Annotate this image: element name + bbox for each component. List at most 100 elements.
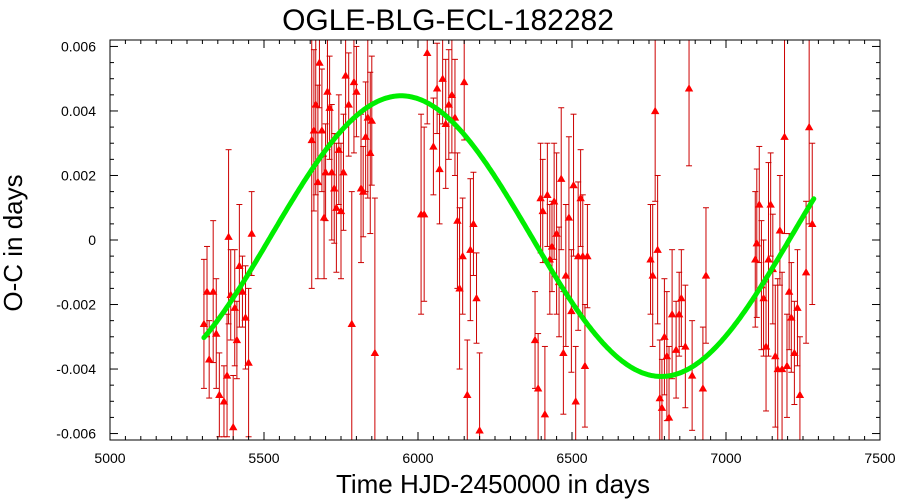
data-point	[530, 335, 540, 344]
data-point	[235, 261, 244, 269]
data-point	[438, 74, 447, 82]
data-point	[787, 313, 796, 321]
data-point	[771, 351, 780, 360]
axis-ticks	[109, 40, 881, 440]
data-point	[447, 90, 457, 98]
data-point	[429, 142, 438, 150]
data-point	[576, 193, 585, 202]
data-point	[681, 342, 690, 350]
data-point	[215, 390, 224, 398]
x-tick-label: 7000	[710, 450, 741, 466]
data-point-layer	[199, 48, 817, 434]
data-point	[674, 309, 684, 318]
data-point	[344, 100, 353, 108]
data-point	[650, 106, 660, 115]
data-point	[793, 303, 802, 311]
x-tick-label: 5500	[248, 450, 279, 466]
data-point	[441, 119, 450, 128]
data-point	[655, 393, 664, 402]
data-point	[212, 329, 221, 337]
data-point	[667, 309, 677, 318]
data-point	[244, 358, 253, 366]
data-point	[536, 193, 545, 202]
data-point	[549, 197, 559, 205]
data-point	[361, 132, 370, 140]
x-tick-label: 6500	[556, 450, 587, 466]
data-point	[363, 113, 372, 121]
data-point	[455, 284, 464, 292]
data-point	[472, 293, 481, 302]
data-point	[808, 219, 817, 228]
data-point	[347, 319, 356, 328]
data-point	[334, 145, 344, 153]
data-point	[543, 190, 552, 198]
data-point	[671, 345, 681, 353]
data-point	[701, 271, 711, 279]
data-point	[336, 206, 346, 215]
data-point	[230, 303, 239, 311]
data-point	[559, 348, 568, 357]
data-point	[321, 168, 330, 176]
data-point	[684, 84, 694, 92]
data-point	[780, 132, 789, 140]
data-point	[309, 126, 319, 134]
data-point	[327, 168, 336, 176]
data-point	[580, 361, 590, 369]
data-point	[238, 287, 247, 295]
data-point	[463, 390, 472, 398]
y-tick-labels: -0.006 -0.004 -0.002 0 0.002 0.004 0.006	[56, 38, 96, 441]
data-point	[469, 219, 478, 228]
data-point	[370, 348, 380, 357]
data-point	[775, 226, 785, 234]
data-point	[759, 293, 768, 302]
data-point	[648, 271, 657, 279]
data-point	[657, 403, 667, 411]
data-point	[219, 397, 229, 405]
data-point	[458, 251, 467, 260]
data-point	[332, 203, 341, 211]
data-point	[199, 319, 209, 328]
data-point	[547, 242, 557, 250]
data-point	[317, 126, 327, 134]
data-point	[341, 71, 350, 79]
data-point	[444, 100, 453, 108]
x-tick-labels: 5000 5500 6000 6500 7000 7500	[94, 450, 895, 466]
data-point	[367, 116, 376, 124]
chart-title: OGLE-BLG-ECL-182282	[282, 4, 614, 37]
data-point	[790, 348, 799, 357]
y-tick-label: 0.002	[61, 167, 96, 183]
x-tick-label: 7500	[864, 450, 895, 466]
data-point	[777, 364, 787, 373]
data-point	[307, 135, 316, 144]
data-point	[419, 209, 429, 218]
x-tick-label: 6000	[402, 450, 433, 466]
data-point	[475, 426, 484, 434]
y-axis-label: O-C in days	[0, 174, 28, 311]
data-point	[330, 184, 339, 192]
data-point	[583, 251, 592, 260]
data-point	[319, 213, 329, 221]
data-point	[552, 229, 561, 237]
data-point	[349, 77, 359, 86]
data-point	[538, 206, 547, 215]
data-point	[764, 255, 773, 263]
errorbar-layer	[200, 40, 816, 440]
data-point	[232, 335, 242, 344]
data-point	[761, 342, 771, 350]
data-point	[782, 361, 792, 369]
y-tick-label: -0.006	[56, 426, 96, 442]
data-point	[311, 100, 320, 108]
data-point	[784, 287, 794, 295]
data-point	[751, 255, 760, 263]
data-point	[432, 84, 442, 92]
x-tick-label: 5000	[94, 450, 125, 466]
data-point	[795, 390, 805, 398]
data-point	[677, 293, 686, 302]
data-point	[352, 87, 361, 95]
data-point	[313, 177, 323, 186]
data-point	[450, 113, 460, 121]
data-point	[571, 397, 580, 405]
data-point	[533, 384, 543, 392]
x-axis-label: Time HJD-2450000 in days	[336, 469, 650, 499]
